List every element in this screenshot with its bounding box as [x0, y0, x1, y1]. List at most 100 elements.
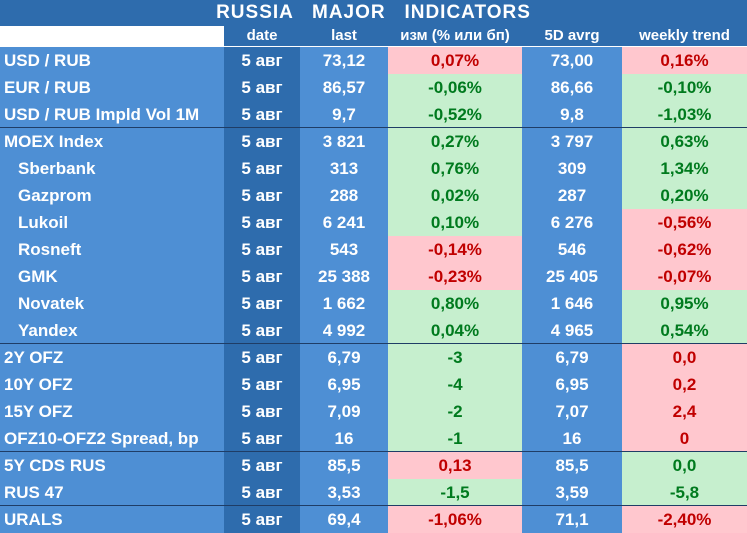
weekly-trend-cell: 0,95%	[622, 290, 747, 317]
five-day-average: 7,07	[522, 398, 622, 425]
five-day-average: 9,8	[522, 101, 622, 128]
weekly-trend-cell: 1,34%	[622, 155, 747, 182]
last-value: 73,12	[300, 47, 388, 74]
weekly-trend-cell: -0,62%	[622, 236, 747, 263]
weekly-trend-cell: 0,63%	[622, 128, 747, 155]
indicator-name: 5Y CDS RUS	[0, 452, 224, 479]
last-value: 3,53	[300, 479, 388, 506]
weekly-trend-cell: 0,0	[622, 344, 747, 371]
weekly-trend-cell: -2,40%	[622, 506, 747, 533]
date-cell: 5 авг	[224, 425, 300, 452]
date-cell: 5 авг	[224, 398, 300, 425]
indicator-name: USD / RUB	[0, 47, 224, 74]
weekly-trend-cell: -0,56%	[622, 209, 747, 236]
last-value: 313	[300, 155, 388, 182]
change-cell: -4	[388, 371, 522, 398]
table-row: USD / RUB Impld Vol 1M 5 авг 9,7 -0,52% 9,8-…	[0, 101, 747, 128]
weekly-trend-cell: 0,20%	[622, 182, 747, 209]
indicator-name: MOEX Index	[0, 128, 224, 155]
date-cell: 5 авг	[224, 479, 300, 506]
table-row: 2Y OFZ 5 авг 6,79 -3 6,79 0,0	[0, 344, 747, 371]
last-value: 16	[300, 425, 388, 452]
date-cell: 5 авг	[224, 452, 300, 479]
change-cell: 0,07%	[388, 47, 522, 74]
table-row: GMK 5 авг 25 388 -0,23% 25 405 -0,07%	[0, 263, 747, 290]
five-day-average: 6,95	[522, 371, 622, 398]
change-cell: 0,76%	[388, 155, 522, 182]
change-cell: 0,27%	[388, 128, 522, 155]
five-day-average: 3 797	[522, 128, 622, 155]
indicator-name: GMK	[0, 263, 224, 290]
indicator-name: Gazprom	[0, 182, 224, 209]
header-date: date	[224, 26, 300, 46]
change-cell: -2	[388, 398, 522, 425]
last-value: 6 241	[300, 209, 388, 236]
header-weekly-trend: weekly trend	[622, 26, 747, 46]
indicator-name: OFZ10-OFZ2 Spread, bp	[0, 425, 224, 452]
weekly-trend-cell: -5,8	[622, 479, 747, 506]
change-cell: 0,04%	[388, 317, 522, 344]
change-cell: -1,06%	[388, 506, 522, 533]
weekly-trend-cell: 0	[622, 425, 747, 452]
five-day-average: 25 405	[522, 263, 622, 290]
date-cell: 5 авг	[224, 128, 300, 155]
table-row: Novatek 5 авг 1 662 0,80% 1 646 0,95%	[0, 290, 747, 317]
date-cell: 5 авг	[224, 74, 300, 101]
five-day-average: 287	[522, 182, 622, 209]
header-last: last	[300, 26, 388, 46]
indicator-name: EUR / RUB	[0, 74, 224, 101]
change-cell: 0,13	[388, 452, 522, 479]
weekly-trend-cell: 2,4	[622, 398, 747, 425]
weekly-trend-cell: 0,54%	[622, 317, 747, 344]
five-day-average: 86,66	[522, 74, 622, 101]
last-value: 7,09	[300, 398, 388, 425]
change-cell: -3	[388, 344, 522, 371]
change-cell: -0,23%	[388, 263, 522, 290]
table-row: OFZ10-OFZ2 Spread, bp 5 авг 16 -1 16 0	[0, 425, 747, 452]
change-cell: 0,80%	[388, 290, 522, 317]
table-row: 5Y CDS RUS 5 авг 85,5 0,13 85,5 0,0	[0, 452, 747, 479]
indicator-name: Yandex	[0, 317, 224, 344]
date-cell: 5 авг	[224, 506, 300, 533]
indicator-name: 10Y OFZ	[0, 371, 224, 398]
change-cell: -0,06%	[388, 74, 522, 101]
five-day-average: 85,5	[522, 452, 622, 479]
table-row: URALS 5 авг 69,4 -1,06% 71,1 -2,40%	[0, 506, 747, 533]
header-5d-average: 5D avrg	[522, 26, 622, 46]
five-day-average: 546	[522, 236, 622, 263]
last-value: 1 662	[300, 290, 388, 317]
table-title: RUSSIA MAJOR INDICATORS	[0, 0, 747, 26]
table-row: Gazprom 5 авг 288 0,02% 287 0,20%	[0, 182, 747, 209]
table-row: EUR / RUB 5 авг 86,57 -0,06% 86,66 -0,10%	[0, 74, 747, 101]
date-cell: 5 авг	[224, 47, 300, 74]
last-value: 86,57	[300, 74, 388, 101]
weekly-trend-cell: -0,07%	[622, 263, 747, 290]
five-day-average: 4 965	[522, 317, 622, 344]
date-cell: 5 авг	[224, 263, 300, 290]
table-row: RUS 47 5 авг 3,53 -1,5 3,59 -5,8	[0, 479, 747, 506]
indicator-name: Sberbank	[0, 155, 224, 182]
weekly-trend-cell: 0,2	[622, 371, 747, 398]
date-cell: 5 авг	[224, 209, 300, 236]
date-cell: 5 авг	[224, 182, 300, 209]
header-change: изм (% или бп)	[388, 26, 522, 46]
change-cell: -0,52%	[388, 101, 522, 128]
date-cell: 5 авг	[224, 344, 300, 371]
last-value: 85,5	[300, 452, 388, 479]
indicator-name: Novatek	[0, 290, 224, 317]
five-day-average: 1 646	[522, 290, 622, 317]
table-row: Lukoil 5 авг 6 241 0,10% 6 276 -0,56%	[0, 209, 747, 236]
table-row: 10Y OFZ 5 авг 6,95 -4 6,95 0,2	[0, 371, 747, 398]
date-cell: 5 авг	[224, 155, 300, 182]
last-value: 4 992	[300, 317, 388, 344]
indicator-name: Rosneft	[0, 236, 224, 263]
change-cell: 0,02%	[388, 182, 522, 209]
five-day-average: 309	[522, 155, 622, 182]
five-day-average: 3,59	[522, 479, 622, 506]
five-day-average: 73,00	[522, 47, 622, 74]
change-cell: 0,10%	[388, 209, 522, 236]
five-day-average: 6,79	[522, 344, 622, 371]
change-cell: -1,5	[388, 479, 522, 506]
last-value: 543	[300, 236, 388, 263]
